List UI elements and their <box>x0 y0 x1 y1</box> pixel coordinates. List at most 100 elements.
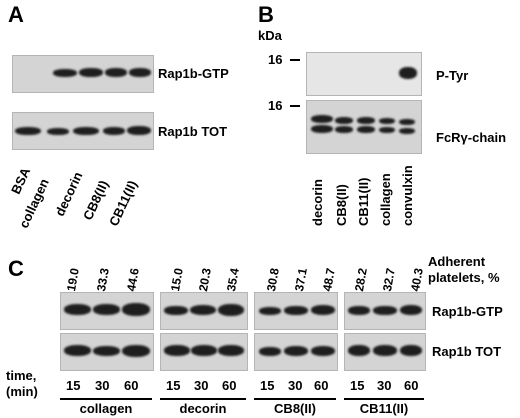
panel-a-lane-cb11: CB11(II) <box>106 178 141 229</box>
panel-c-adherent-line1: Adherent <box>428 254 486 269</box>
panel-a-blot-gtp <box>12 55 154 93</box>
band <box>348 306 370 315</box>
band <box>335 126 353 133</box>
pct-collagen-60: 44.6 <box>124 266 142 293</box>
band <box>79 68 103 77</box>
band <box>93 304 120 315</box>
time-decorin-15: 15 <box>166 378 181 393</box>
panel-a-lane-bsa: BSA <box>8 165 34 197</box>
panel-b-marker-top: 16 <box>268 52 283 67</box>
panel-b-marker-bottom: 16 <box>268 98 283 113</box>
time-collagen-60: 60 <box>124 378 139 393</box>
time-label-line2: (min) <box>6 384 38 399</box>
panel-b-lane-decorin: decorin <box>310 179 325 226</box>
band <box>399 67 417 79</box>
band <box>218 304 244 316</box>
panel-a-lane-decorin: decorin <box>52 169 86 219</box>
panel-a-lane-cb8: CB8(II) <box>80 178 112 223</box>
band <box>348 345 370 356</box>
group-name-collagen: collagen <box>79 401 133 416</box>
band <box>164 306 188 315</box>
pct-cb8-30: 37.1 <box>292 266 310 293</box>
band <box>73 127 99 135</box>
band <box>373 345 397 356</box>
panel-a-label-tot: Rap1b TOT <box>158 124 228 139</box>
band <box>218 345 244 356</box>
band <box>379 127 395 133</box>
panel-a-blot-tot <box>12 112 154 150</box>
band <box>93 346 120 356</box>
band <box>311 125 333 133</box>
band <box>357 126 375 133</box>
time-cb8-60: 60 <box>314 378 329 393</box>
panel-c-letter: C <box>8 256 24 281</box>
band <box>47 128 69 135</box>
band <box>64 345 91 356</box>
panel-c-gtp-decorin <box>160 292 248 330</box>
band <box>259 307 281 315</box>
pct-decorin-15: 15.0 <box>168 266 186 293</box>
band <box>357 117 375 124</box>
band <box>105 68 127 77</box>
band <box>164 345 190 356</box>
band <box>15 127 41 135</box>
band <box>284 306 308 315</box>
panel-c-tot-decorin <box>160 333 248 371</box>
panel-b-kda: kDa <box>258 28 282 43</box>
panel-b-lane-cb8: CB8(II) <box>334 184 349 226</box>
band <box>191 345 217 356</box>
group-line-decorin <box>160 398 246 400</box>
pct-collagen-15: 19.0 <box>64 266 82 293</box>
panel-b-blot-fcr <box>306 100 422 154</box>
group-name-cb11: CB11(II) <box>359 401 409 416</box>
band <box>311 115 333 123</box>
band <box>399 128 415 134</box>
band <box>400 345 422 356</box>
panel-b-letter: B <box>258 2 274 27</box>
group-name-decorin: decorin <box>179 401 227 416</box>
pct-cb8-60: 48.7 <box>320 266 338 293</box>
pct-cb11-30: 32.7 <box>380 266 398 293</box>
panel-c-gtp-collagen <box>60 292 154 330</box>
band <box>373 306 397 315</box>
panel-b-lane-convulxin: convulxin <box>400 165 415 226</box>
pct-cb11-15: 28.2 <box>352 266 370 293</box>
band <box>400 305 422 315</box>
band <box>379 118 395 124</box>
panel-a-letter: A <box>8 2 24 27</box>
pct-decorin-60: 35.4 <box>224 266 242 293</box>
panel-b-label-ptyr: P-Tyr <box>436 68 469 83</box>
panel-c-gtp-cb11 <box>344 292 426 330</box>
panel-b-blot-ptyr <box>306 52 422 96</box>
panel-b-marker-tick-bottom <box>290 105 300 107</box>
time-label-line1: time, <box>6 368 37 383</box>
time-cb11-30: 30 <box>377 378 392 393</box>
panel-c-label-gtp: Rap1b-GTP <box>432 304 503 319</box>
band <box>335 117 353 124</box>
time-cb11-15: 15 <box>350 378 365 393</box>
time-collagen-15: 15 <box>66 378 81 393</box>
group-line-cb8 <box>254 398 336 400</box>
time-cb8-15: 15 <box>260 378 275 393</box>
band <box>53 69 77 77</box>
band <box>122 345 150 357</box>
band <box>259 347 281 356</box>
panel-b-label-fcr: FcRγ-chain <box>436 130 507 145</box>
time-cb11-60: 60 <box>404 378 419 393</box>
pct-cb8-15: 30.8 <box>264 266 282 293</box>
band <box>127 126 151 135</box>
panel-c-label-tot: Rap1b TOT <box>432 344 502 359</box>
band <box>311 305 335 315</box>
panel-c-gtp-cb8 <box>254 292 338 330</box>
group-name-cb8: CB8(II) <box>274 401 316 416</box>
band <box>311 346 335 356</box>
band <box>399 119 415 125</box>
time-collagen-30: 30 <box>95 378 110 393</box>
time-decorin-30: 30 <box>194 378 209 393</box>
pct-collagen-30: 33.3 <box>94 266 112 293</box>
panel-b-lane-cb11: CB11(II) <box>356 177 371 226</box>
pct-decorin-30: 20.3 <box>196 266 214 293</box>
panel-c-tot-cb11 <box>344 333 426 371</box>
panel-c-tot-cb8 <box>254 333 338 371</box>
time-decorin-60: 60 <box>222 378 237 393</box>
